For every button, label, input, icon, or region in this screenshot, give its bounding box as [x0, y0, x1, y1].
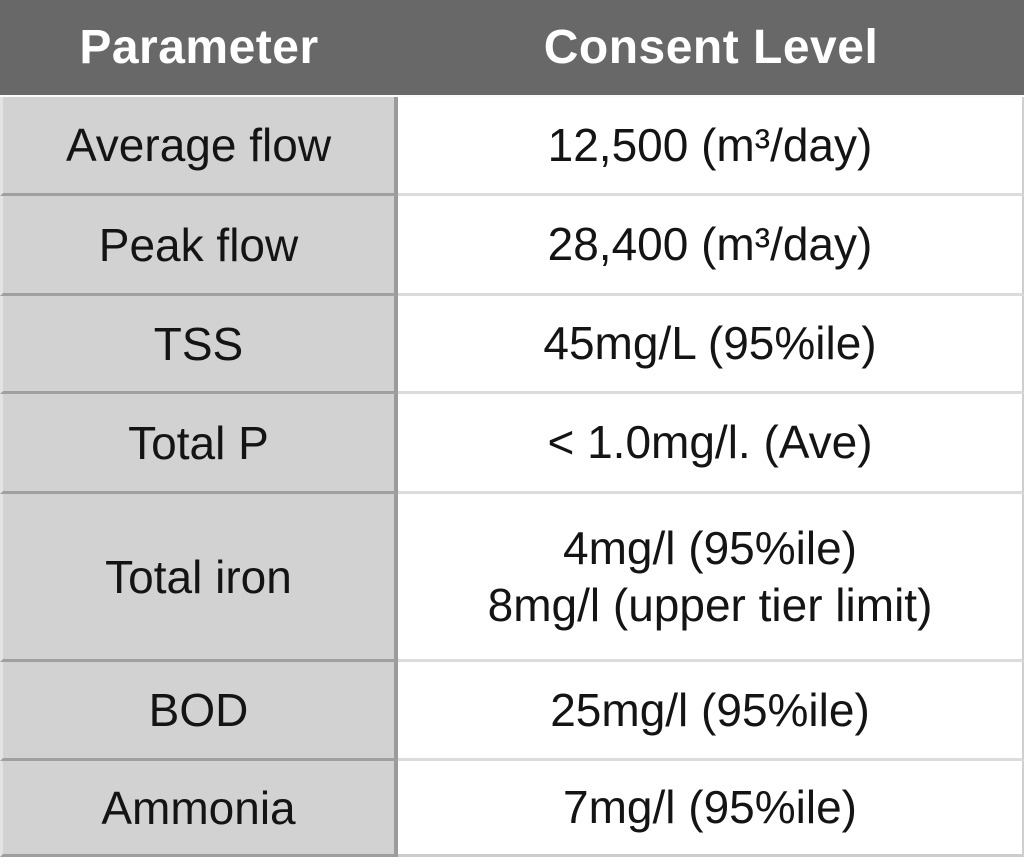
consent-level-cell: 45mg/L (95%ile): [398, 296, 1024, 394]
consent-level-cell: 7mg/l (95%ile): [398, 761, 1024, 857]
parameter-cell: Ammonia: [0, 761, 398, 857]
table-row-total-p: Total P < 1.0mg/l. (Ave): [0, 394, 1024, 494]
table-row-bod: BOD 25mg/l (95%ile): [0, 662, 1024, 761]
table-row-average-flow: Average flow 12,500 (m³/day): [0, 97, 1024, 196]
table-row-ammonia: Ammonia 7mg/l (95%ile): [0, 761, 1024, 857]
parameter-cell: BOD: [0, 662, 398, 761]
table-header-row: Parameter Consent Level: [0, 0, 1024, 97]
consent-level-cell: 28,400 (m³/day): [398, 196, 1024, 296]
parameter-cell: Peak flow: [0, 196, 398, 296]
parameter-cell: TSS: [0, 296, 398, 394]
parameter-cell: Total iron: [0, 494, 398, 662]
parameter-cell: Total P: [0, 394, 398, 494]
table-row-tss: TSS 45mg/L (95%ile): [0, 296, 1024, 394]
table-row-total-iron: Total iron 4mg/l (95%ile) 8mg/l (upper t…: [0, 494, 1024, 662]
consent-level-cell: 25mg/l (95%ile): [398, 662, 1024, 761]
parameter-cell: Average flow: [0, 97, 398, 196]
column-header-consent-level: Consent Level: [543, 21, 879, 74]
consent-level-cell: < 1.0mg/l. (Ave): [398, 394, 1024, 494]
consent-level-cell: 4mg/l (95%ile) 8mg/l (upper tier limit): [398, 494, 1024, 662]
consent-level-cell: 12,500 (m³/day): [398, 97, 1024, 196]
table-row-peak-flow: Peak flow 28,400 (m³/day): [0, 196, 1024, 296]
column-header-parameter: Parameter: [79, 21, 319, 74]
